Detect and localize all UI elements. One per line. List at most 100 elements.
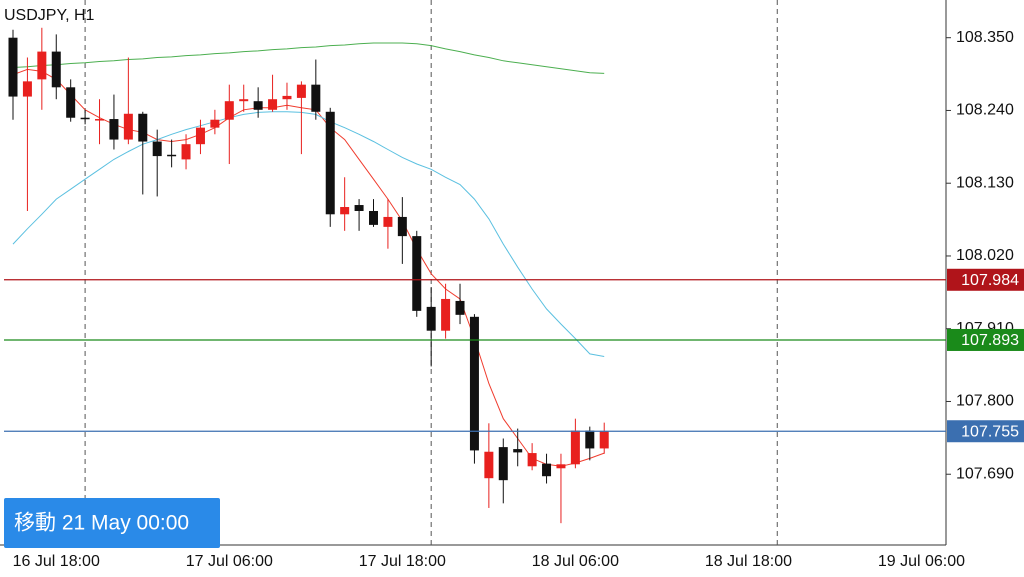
candle — [22, 57, 32, 211]
candle-body — [51, 51, 61, 88]
candle — [455, 283, 465, 325]
candle-body — [441, 298, 451, 331]
candle — [498, 438, 508, 504]
candle — [167, 139, 177, 168]
y-tick-label: 108.350 — [956, 29, 1014, 46]
candle-body — [455, 300, 465, 315]
candle — [138, 111, 148, 195]
x-tick-label: 17 Jul 18:00 — [359, 553, 446, 570]
x-tick-label: 17 Jul 06:00 — [186, 553, 273, 570]
price-tag — [947, 268, 1024, 291]
candle — [37, 27, 47, 110]
candle-body — [585, 430, 595, 449]
candle — [556, 453, 566, 524]
candle — [397, 197, 407, 264]
candle-body — [239, 99, 249, 102]
candle-body — [296, 84, 306, 98]
candle-body — [325, 111, 335, 215]
candle — [80, 109, 90, 125]
candle — [513, 428, 523, 467]
candle — [354, 199, 364, 231]
candle-body — [570, 430, 580, 465]
candle-body — [599, 431, 609, 449]
candle — [224, 84, 234, 165]
y-tick-label: 107.690 — [956, 465, 1014, 482]
candle — [484, 423, 494, 508]
candle — [340, 177, 350, 231]
price-tag — [947, 328, 1024, 351]
candle-body — [80, 117, 90, 120]
candle-body — [253, 101, 263, 110]
candle — [542, 453, 552, 484]
candle — [66, 79, 76, 122]
time-badge — [4, 498, 220, 548]
candle — [51, 34, 61, 100]
candle — [570, 418, 580, 469]
time-badge-label: 移動 21 May 00:00 — [14, 512, 189, 535]
candle-body — [66, 87, 76, 118]
candle-body — [340, 207, 350, 215]
candle-body — [311, 84, 321, 112]
candle-body — [513, 449, 523, 453]
candle-body — [210, 119, 220, 128]
candle-body — [556, 464, 566, 469]
candle — [369, 199, 378, 227]
candle — [599, 422, 609, 454]
candle — [152, 129, 162, 197]
candle — [181, 134, 191, 170]
y-tick-label: 108.130 — [956, 174, 1014, 191]
candle — [311, 59, 321, 120]
candle — [383, 199, 393, 249]
candle — [8, 29, 18, 120]
candle-body — [167, 154, 177, 157]
candle — [325, 107, 335, 227]
candle-body — [8, 37, 18, 97]
x-tick-label: 18 Jul 06:00 — [532, 553, 619, 570]
candle-body — [498, 447, 508, 481]
candle — [296, 81, 306, 155]
price-tag-label: 107.893 — [961, 332, 1019, 349]
candle-body — [37, 51, 47, 80]
candle-body — [383, 216, 393, 227]
candle — [268, 74, 278, 112]
candle — [412, 230, 422, 317]
candle-body — [527, 453, 537, 467]
candle-body — [469, 316, 479, 451]
x-tick-label: 19 Jul 06:00 — [878, 553, 965, 570]
candle-body — [95, 119, 105, 121]
y-tick-label: 108.020 — [956, 247, 1014, 264]
candle — [195, 119, 205, 155]
moving-average-line — [12, 42, 605, 74]
chart-title: USDJPY, H1 — [4, 7, 95, 24]
candle-body — [123, 113, 133, 140]
candle-body — [369, 210, 378, 225]
candle — [253, 87, 263, 118]
candle-body — [22, 81, 32, 97]
candle-body — [412, 236, 422, 311]
candle — [210, 109, 220, 135]
candle-body — [268, 99, 278, 110]
x-tick-label: 18 Jul 18:00 — [705, 553, 792, 570]
candle — [109, 94, 119, 150]
candle — [282, 82, 292, 110]
candle-body — [138, 113, 148, 142]
price-tag — [947, 420, 1024, 443]
candle-body — [195, 127, 205, 145]
candle-body — [484, 451, 494, 479]
candle-body — [542, 463, 552, 477]
candle-body — [354, 205, 364, 211]
price-tag-label: 107.755 — [961, 423, 1019, 440]
candle-body — [152, 141, 162, 157]
candle — [585, 426, 595, 461]
x-tick-label: 16 Jul 18:00 — [13, 553, 100, 570]
candle — [426, 287, 436, 367]
candle-body — [397, 216, 407, 237]
candle — [527, 443, 537, 471]
y-tick-label: 108.240 — [956, 102, 1014, 119]
candle — [95, 99, 105, 145]
candle — [441, 283, 451, 339]
candle — [239, 84, 249, 112]
